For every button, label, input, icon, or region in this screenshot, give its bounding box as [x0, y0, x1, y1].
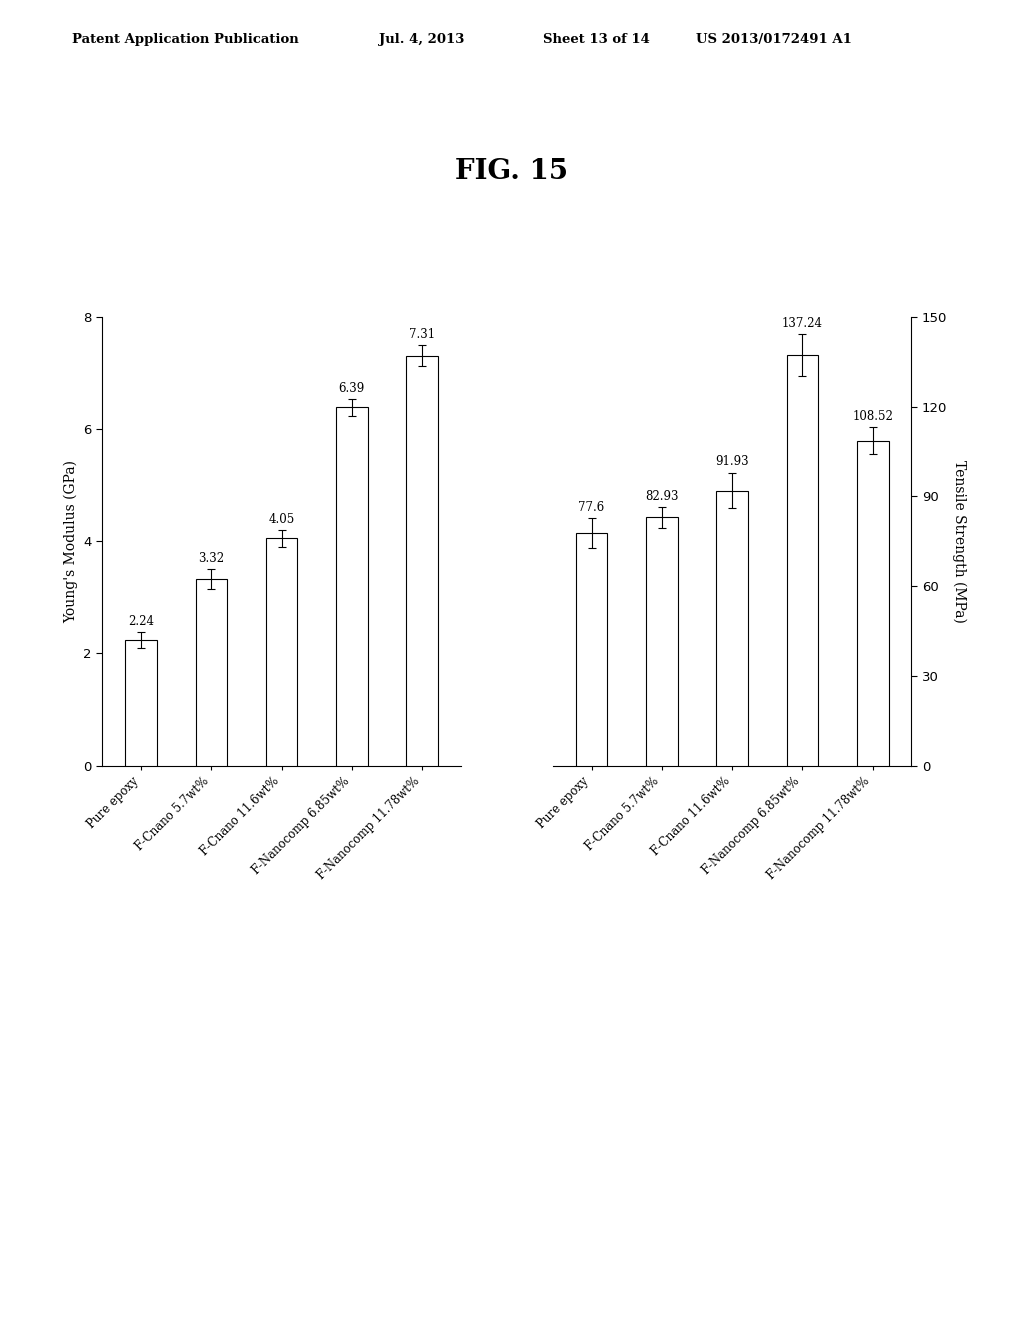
Text: US 2013/0172491 A1: US 2013/0172491 A1 — [696, 33, 852, 46]
Text: 137.24: 137.24 — [782, 317, 823, 330]
Text: Sheet 13 of 14: Sheet 13 of 14 — [543, 33, 649, 46]
Bar — [407, 355, 438, 766]
Text: 3.32: 3.32 — [199, 552, 224, 565]
Bar — [575, 533, 607, 766]
Y-axis label: Tensile Strength (MPa): Tensile Strength (MPa) — [952, 459, 967, 623]
Text: 82.93: 82.93 — [645, 490, 679, 503]
Bar — [786, 355, 818, 766]
Bar — [266, 539, 297, 766]
Text: 6.39: 6.39 — [339, 381, 365, 395]
Text: Jul. 4, 2013: Jul. 4, 2013 — [379, 33, 464, 46]
Text: FIG. 15: FIG. 15 — [456, 158, 568, 185]
Text: 108.52: 108.52 — [852, 411, 893, 422]
Text: 91.93: 91.93 — [716, 455, 749, 469]
Bar — [857, 441, 889, 766]
Bar — [717, 491, 748, 766]
Text: 77.6: 77.6 — [579, 502, 605, 513]
Text: Patent Application Publication: Patent Application Publication — [72, 33, 298, 46]
Bar — [646, 517, 678, 766]
Text: 2.24: 2.24 — [128, 615, 154, 627]
Bar — [125, 640, 157, 766]
Text: 4.05: 4.05 — [268, 513, 295, 527]
Y-axis label: Young's Modulus (GPa): Young's Modulus (GPa) — [63, 459, 78, 623]
Bar — [196, 579, 227, 766]
Text: 7.31: 7.31 — [409, 329, 435, 342]
Bar — [336, 407, 368, 766]
